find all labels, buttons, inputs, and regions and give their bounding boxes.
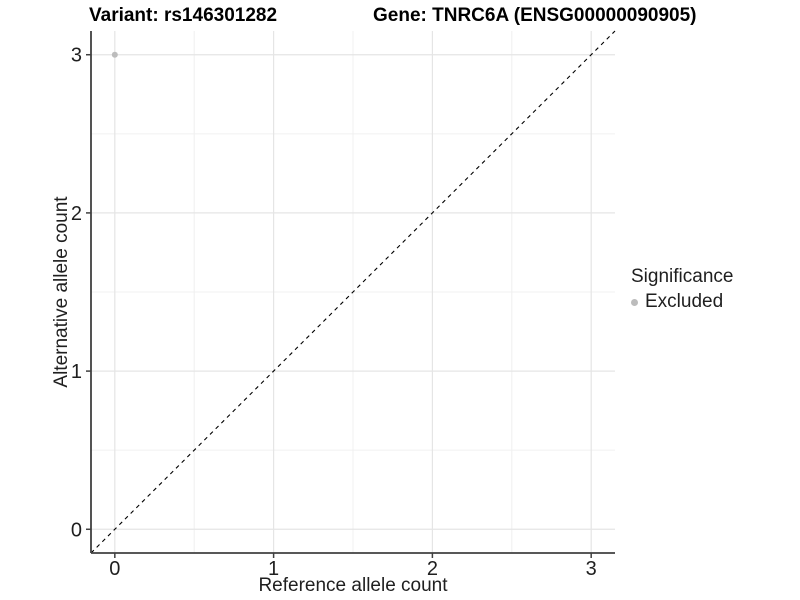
x-tick-label: 3	[586, 558, 597, 580]
legend-title: Significance	[631, 266, 734, 287]
legend-item: Excluded	[631, 291, 733, 313]
x-tick-label: 0	[109, 558, 120, 580]
legend-key-dot-icon	[631, 298, 638, 306]
x-tick-label: 2	[427, 558, 438, 580]
legend-item-label: Excluded	[645, 291, 724, 312]
y-tick-label: 2	[71, 203, 82, 225]
legend-items: Excluded	[631, 291, 733, 313]
x-tick-label: 1	[268, 558, 279, 580]
data-point	[111, 51, 118, 58]
identity-dashed-line	[90, 30, 616, 554]
variant-title: Variant: rs146301282	[89, 5, 278, 26]
y-tick-label: 0	[71, 519, 82, 541]
legend: Significance Excluded	[631, 266, 733, 313]
gene-title: Gene: TNRC6A (ENSG00000090905)	[373, 5, 697, 26]
y-tick-label: 1	[71, 361, 82, 383]
y-tick-label: 3	[71, 45, 82, 67]
y-axis-title: Alternative allele count	[51, 196, 72, 388]
x-axis-title: Reference allele count	[258, 575, 448, 596]
